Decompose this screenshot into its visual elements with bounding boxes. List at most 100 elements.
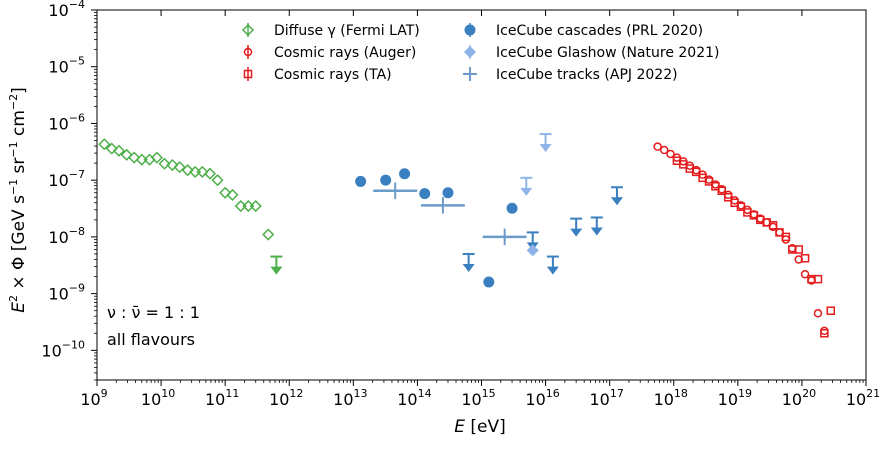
- x-tick-label: 1014: [397, 387, 431, 409]
- data-point: [211, 174, 224, 187]
- data-point: [196, 165, 209, 178]
- data-point: [781, 232, 791, 242]
- data-point: [526, 244, 539, 257]
- data-point: [150, 151, 163, 164]
- data-point: [262, 228, 275, 241]
- legend-item: IceCube tracks (APJ 2022): [463, 67, 678, 83]
- x-tick-label: 109: [80, 387, 107, 409]
- y-tick-label: 10−4: [48, 0, 85, 20]
- upper-limit-arrow-head: [270, 266, 283, 275]
- data-point: [399, 168, 411, 180]
- legend-item: Cosmic rays (TA): [243, 67, 392, 83]
- all-flavours-annotation: all flavours: [107, 330, 195, 349]
- legend-marker: [464, 24, 476, 36]
- plot-frame: [96, 9, 867, 381]
- data-point: [226, 188, 239, 201]
- x-tick-label: 1010: [141, 387, 175, 409]
- data-point: [653, 142, 662, 151]
- data-point: [666, 149, 675, 159]
- upper-limit-arrow-head: [546, 266, 559, 275]
- legend-marker: [243, 69, 253, 79]
- data-point: [112, 144, 126, 157]
- legend-item: Cosmic rays (Auger): [243, 45, 416, 61]
- data-point: [506, 202, 518, 214]
- y-tick-label: 10−6: [48, 111, 85, 133]
- data-point: [181, 164, 194, 177]
- upper-limit-arrow-head: [520, 187, 533, 196]
- legend-label: Cosmic rays (TA): [274, 67, 392, 83]
- legend-item: IceCube cascades (PRL 2020): [464, 23, 703, 39]
- data-point: [158, 157, 171, 170]
- upper-limit-arrow-head: [462, 263, 475, 272]
- upper-limit-arrow-head: [590, 227, 603, 236]
- x-tick-label: 1011: [205, 387, 239, 409]
- data-point: [749, 211, 759, 220]
- x-tick-label: 1016: [525, 387, 559, 409]
- y-axis-label: E2 × Φ [GeV s−1 sr−1 cm−2]: [7, 87, 29, 313]
- legend-marker: [241, 23, 255, 37]
- data-point: [775, 228, 784, 237]
- data-point: [781, 235, 791, 244]
- data-point: [219, 186, 232, 199]
- x-tick-label: 1012: [269, 387, 303, 409]
- data-point: [820, 326, 829, 336]
- legend-marker: [463, 45, 477, 59]
- x-tick-label: 1021: [846, 387, 880, 409]
- data-point: [813, 274, 823, 284]
- legend-label: Diffuse γ (Fermi LAT): [274, 23, 420, 39]
- flavour-ratio-annotation: ν : ν̄ = 1 : 1: [107, 303, 200, 322]
- legend-marker: [243, 47, 253, 57]
- legend-label: IceCube tracks (APJ 2022): [496, 67, 678, 83]
- series-diffuse-fermi-lat: [98, 138, 283, 275]
- series-icecube-glashow-nature-2021: [520, 133, 552, 257]
- x-tick-label: 1018: [654, 387, 688, 409]
- upper-limit-arrow-head: [570, 228, 583, 237]
- x-tick-label: 1013: [333, 387, 367, 409]
- data-point: [173, 161, 186, 174]
- data-point: [98, 138, 111, 151]
- data-point: [166, 158, 179, 172]
- legend-label: IceCube Glashow (Nature 2021): [496, 45, 719, 61]
- y-tick-label: 10−10: [41, 338, 85, 360]
- data-point: [128, 151, 141, 164]
- data-point: [800, 254, 810, 263]
- upper-limit-arrow-head: [539, 144, 552, 153]
- data-point: [442, 187, 454, 199]
- legend-label: IceCube cascades (PRL 2020): [496, 23, 703, 39]
- data-point: [820, 329, 829, 338]
- series-icecube-cascades-prl-2020: [355, 168, 623, 288]
- y-tick-label: 10−9: [48, 282, 85, 304]
- data-point: [723, 192, 733, 202]
- upper-limit-arrow-head: [610, 197, 623, 206]
- data-point: [355, 175, 367, 187]
- x-axis-label: E [eV]: [454, 417, 506, 437]
- data-point: [105, 142, 118, 155]
- data-point: [826, 306, 836, 315]
- legend: Diffuse γ (Fermi LAT) Cosmic rays (Auger)…: [241, 23, 719, 83]
- y-tick-label: 10−7: [48, 168, 85, 190]
- y-tick-label: 10−8: [48, 225, 85, 247]
- data-point: [813, 309, 823, 318]
- series-icecube-tracks-apj-2022: [373, 182, 527, 246]
- data-point: [794, 245, 803, 254]
- data-point: [717, 186, 727, 196]
- data-point: [483, 276, 495, 288]
- data-point: [120, 148, 133, 161]
- data-point: [768, 221, 778, 230]
- data-point: [203, 167, 217, 180]
- data-point: [800, 269, 810, 279]
- data-point: [419, 188, 431, 200]
- data-point: [691, 167, 701, 177]
- data-point: [704, 177, 714, 186]
- data-point: [249, 199, 262, 213]
- y-tick-label: 10−5: [48, 55, 85, 77]
- x-tick-label: 1020: [782, 387, 816, 409]
- x-tick-label: 1019: [718, 387, 752, 409]
- legend-item: IceCube Glashow (Nature 2021): [463, 45, 719, 61]
- x-tick-label: 1015: [461, 387, 495, 409]
- legend-item: Diffuse γ (Fermi LAT): [241, 23, 420, 39]
- data-point: [736, 202, 746, 211]
- series-cosmic-rays-ta: [672, 156, 836, 338]
